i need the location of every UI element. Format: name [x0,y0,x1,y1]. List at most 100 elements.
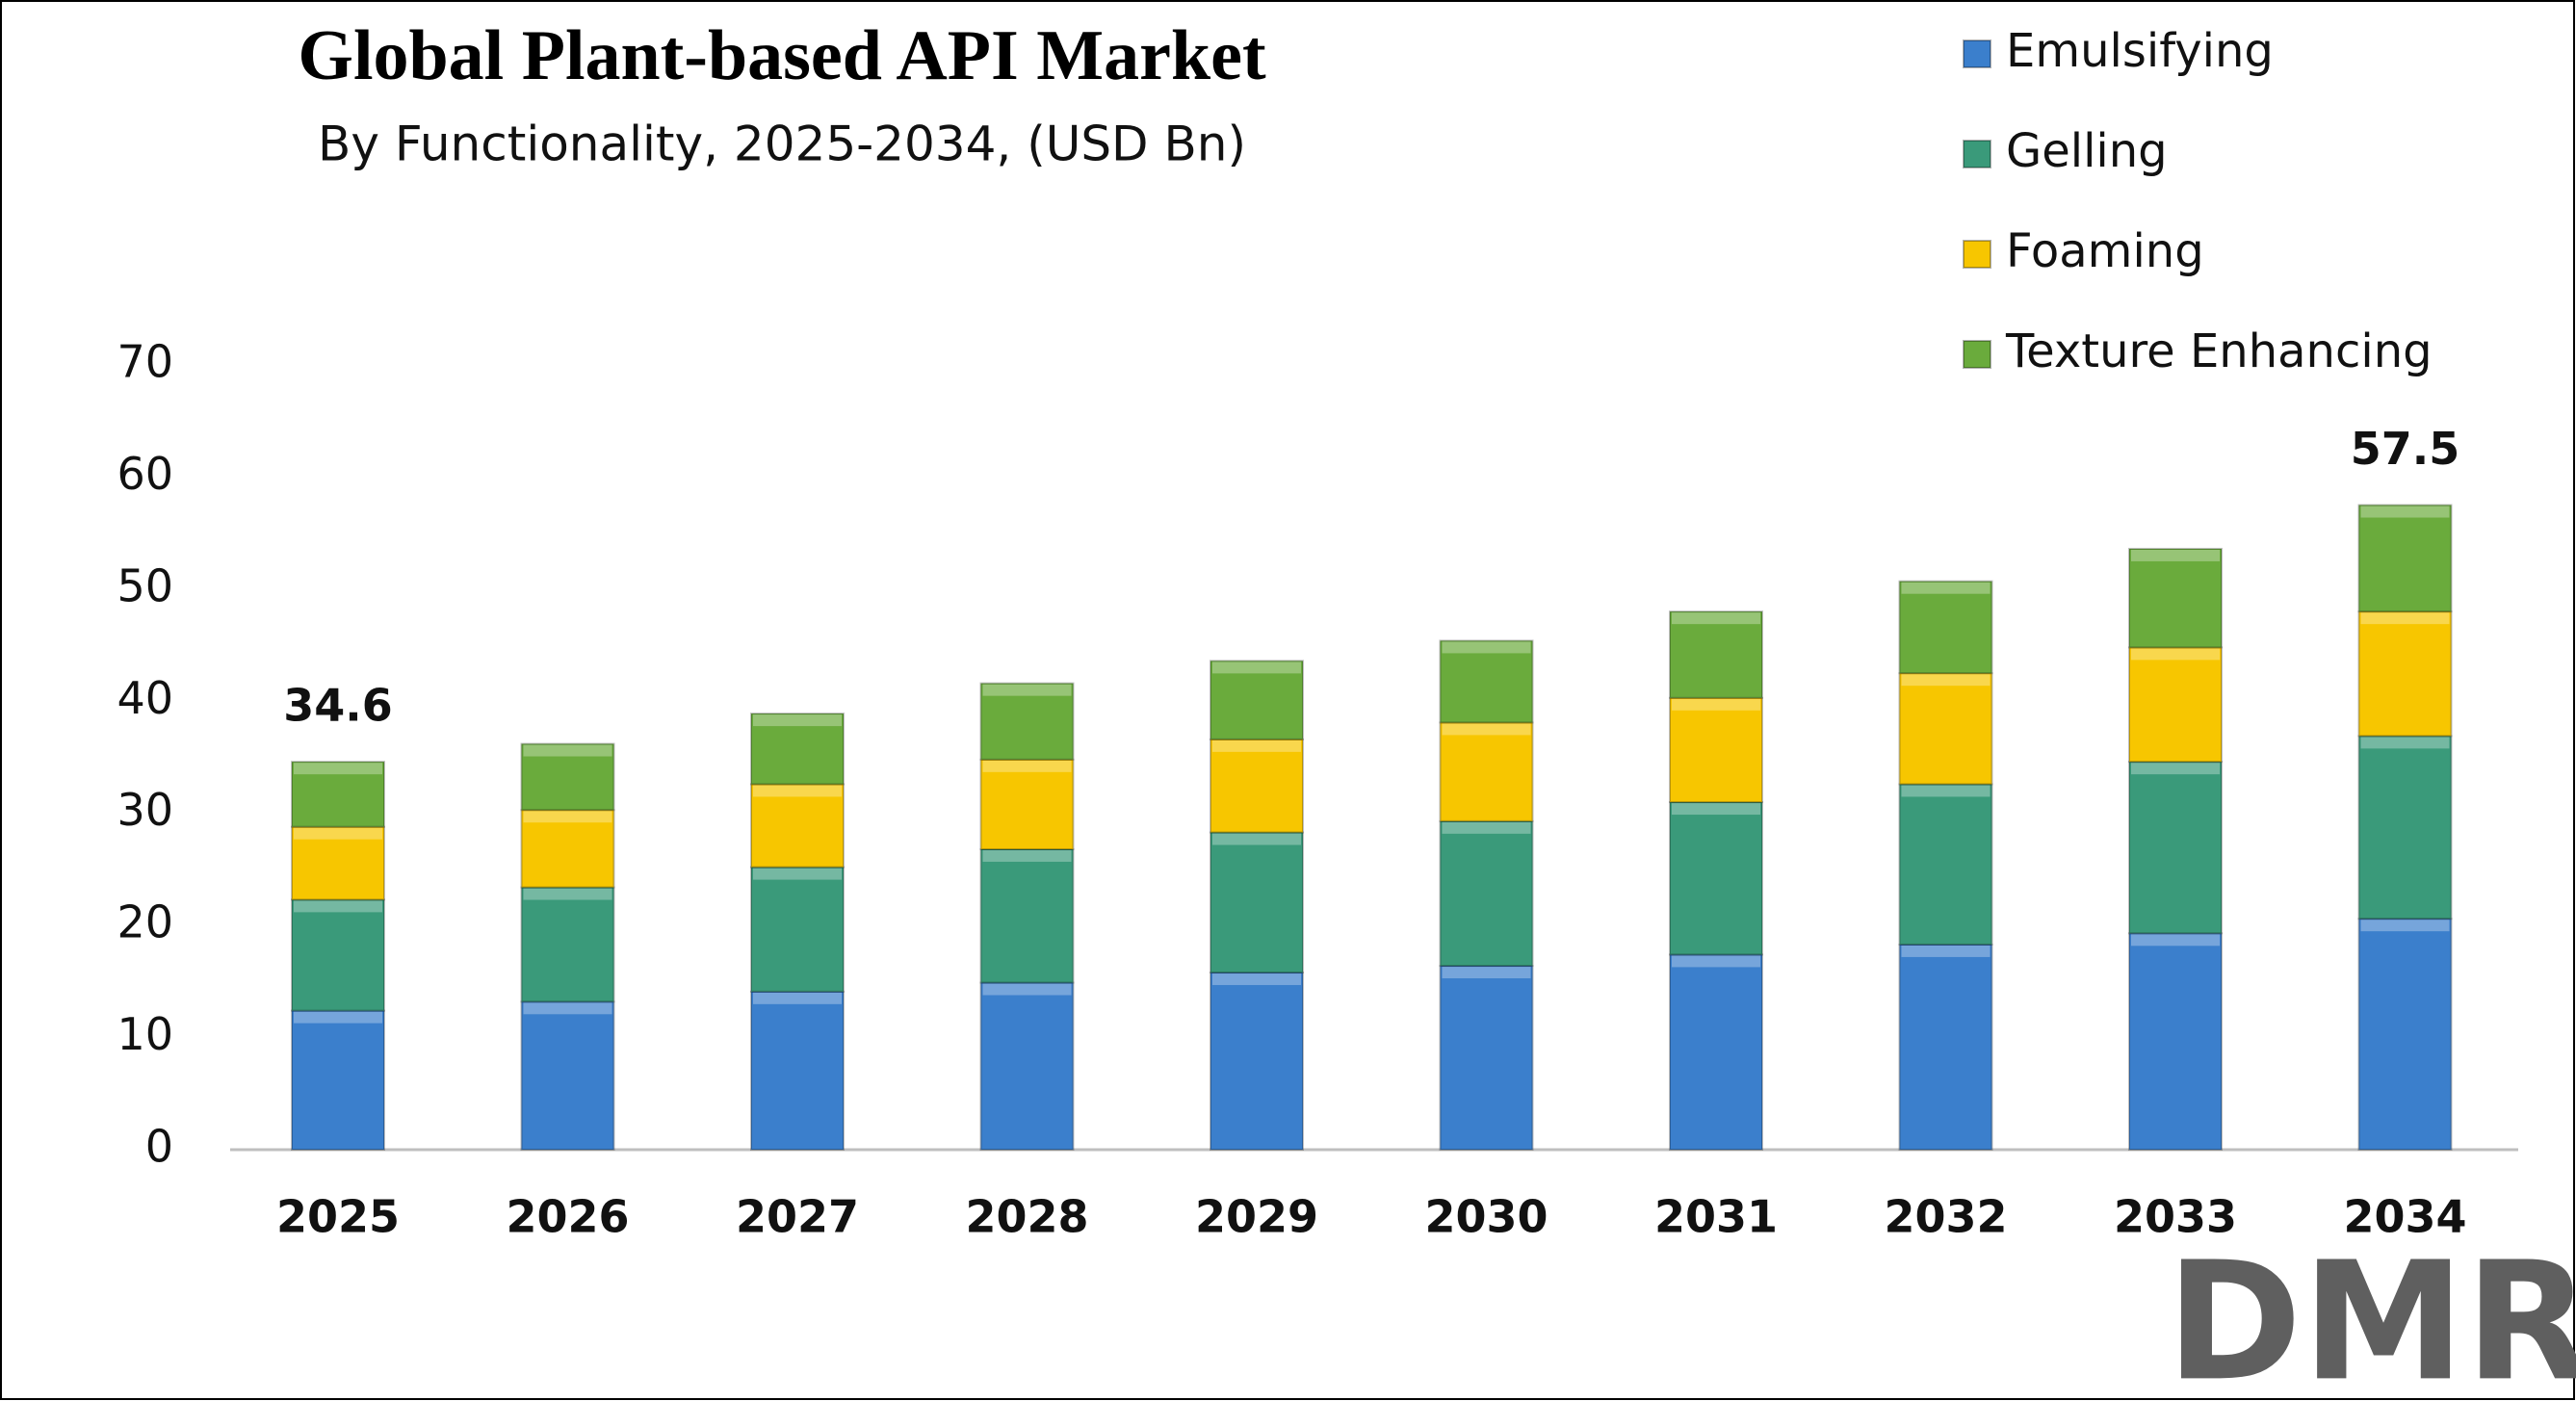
bar-segment [520,742,615,812]
y-tick-label: 10 [117,1008,173,1060]
bar-segment [520,809,615,889]
bar-segment [2128,646,2223,764]
legend-label: Emulsifying [2006,24,2274,78]
x-tick-label: 2031 [1654,1191,1778,1243]
bar-segment [1669,610,1763,699]
bar-segment [291,898,385,1012]
bar-segment [1210,831,1304,974]
bar-segment [2128,761,2223,935]
bar-highlight [1901,945,1991,957]
y-tick-label: 20 [117,896,173,948]
bar-segment [291,761,385,828]
y-tick-label: 70 [117,336,173,388]
bar-segment [1210,738,1304,834]
bar-highlight [1901,674,1991,687]
bar-highlight [1212,973,1301,986]
bar-highlight [294,827,382,840]
bar-segment [2357,918,2453,1152]
bar-highlight [1442,967,1531,979]
bar-highlight [523,744,612,757]
x-tick-label: 2029 [1195,1191,1318,1243]
bar-highlight [1442,821,1531,834]
bar-segment [291,825,385,901]
legend-label: Texture Enhancing [2005,324,2433,378]
x-tick-label: 2026 [506,1191,629,1243]
bar-highlight [1442,723,1531,736]
bar-segment [979,847,1075,984]
bar-highlight [2360,737,2450,749]
bar-highlight [2131,763,2220,775]
bar-highlight [294,763,382,775]
bar-highlight [2360,612,2450,625]
bar-segment [750,713,845,786]
chart-subtitle: By Functionality, 2025-2034, (USD Bn) [318,117,1246,172]
x-tick-label: 2025 [276,1191,400,1243]
bar-highlight [753,868,842,880]
bar-highlight [294,900,382,913]
bar-segment [1898,943,1993,1152]
bar-segment [2128,932,2223,1151]
x-tick-label: 2028 [965,1191,1088,1243]
bar-highlight [982,849,1072,862]
bar-highlight [753,992,842,1004]
bar-highlight [1212,662,1301,674]
bar-highlight [2131,648,2220,661]
legend-label: Gelling [2006,124,2168,178]
y-tick-label: 60 [117,448,173,500]
bar-segment [1898,672,1993,786]
bar-segment [1669,953,1763,1152]
bar-segment [1669,696,1763,804]
y-tick-label: 50 [117,559,173,611]
bar-highlight [1212,739,1301,752]
bar-highlight [523,811,612,823]
bar-highlight [1672,698,1760,711]
x-tick-label: 2034 [2343,1191,2466,1243]
bar-segment [1898,783,1993,946]
y-tick-label: 40 [117,672,173,724]
bar-highlight [2360,506,2450,518]
bar-highlight [2131,549,2220,561]
bar-segment [2357,610,2453,738]
x-tick-label: 2027 [736,1191,859,1243]
chart-title: Global Plant-based API Market [298,16,1266,95]
total-label: 34.6 [283,680,393,732]
bar-segment [750,990,845,1151]
bar-highlight [753,785,842,797]
bar-highlight [1672,803,1760,816]
bar-segment [2128,547,2223,649]
bar-highlight [1212,833,1301,845]
bar-segment [520,1000,615,1152]
y-tick-label: 0 [145,1121,173,1173]
bar-highlight [982,983,1072,996]
bar-segment [1439,721,1534,822]
bar-highlight [294,1011,382,1024]
bar-highlight [982,684,1072,696]
bar-highlight [1672,955,1760,968]
bar-segment [1439,819,1534,968]
x-tick-label: 2030 [1424,1191,1548,1243]
bar-segment [750,783,845,869]
bar-highlight [1901,785,1991,797]
bar-highlight [753,714,842,727]
bar-segment [520,886,615,1003]
bar-highlight [1901,582,1991,594]
bar-highlight [523,1002,612,1015]
bar-segment [2357,504,2453,613]
legend-label: Foaming [2006,224,2204,278]
bar-segment [1439,965,1534,1151]
legend-swatch [1963,39,1991,68]
legend-swatch [1963,340,1991,369]
legend-swatch [1963,140,1991,169]
bar-segment [1210,660,1304,740]
bar-highlight [982,760,1072,772]
bar-segment [1898,580,1993,675]
total-label: 57.5 [2351,423,2460,475]
legend-swatch [1963,240,1991,269]
bar-segment [2357,735,2453,921]
bar-segment [979,682,1075,761]
logo: DMR [2166,1227,2576,1401]
x-tick-label: 2032 [1884,1191,2007,1243]
bar-segment [750,866,845,993]
bar-highlight [1672,612,1760,625]
